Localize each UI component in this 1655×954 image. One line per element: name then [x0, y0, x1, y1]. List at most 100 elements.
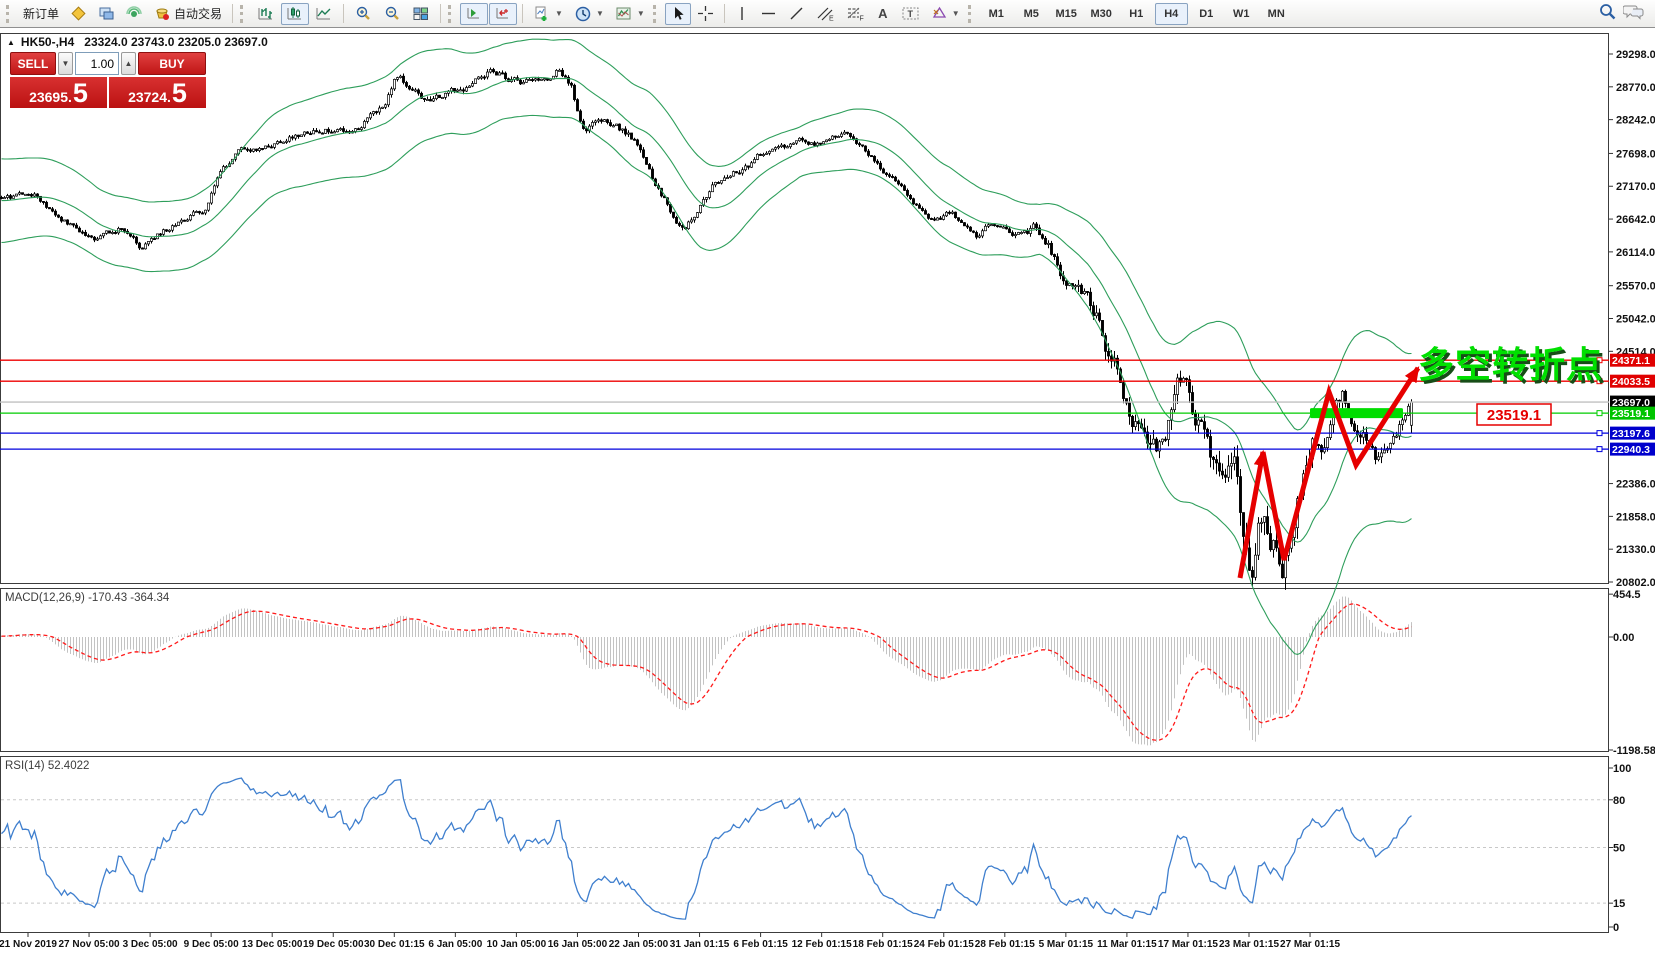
zoom-in-icon[interactable]: [349, 3, 377, 25]
svg-text:21 Nov 2019: 21 Nov 2019: [0, 939, 57, 950]
chevron-down-icon: ▼: [951, 9, 960, 18]
sell-price[interactable]: 23695. 5: [10, 77, 107, 108]
text-tool-icon[interactable]: A: [878, 6, 888, 21]
bollinger-upper: [1, 38, 1412, 431]
hline-handle: [1596, 378, 1603, 385]
svg-text:23519.1: 23519.1: [1612, 408, 1650, 420]
svg-text:23 Mar 01:15: 23 Mar 01:15: [1219, 939, 1279, 950]
toolbar: 新订单 自动交易 ▼ ▼ ▼ E F A T ▼ M: [0, 0, 1655, 28]
hline-handle: [1596, 357, 1603, 364]
trendline-tool-icon[interactable]: [783, 3, 810, 25]
channel-tool-icon[interactable]: E: [811, 3, 840, 25]
buy-price[interactable]: 23724. 5: [109, 77, 206, 108]
toolbar-grip[interactable]: [967, 4, 975, 23]
sell-price-small: 23695.: [29, 89, 72, 105]
tile-windows-icon[interactable]: [407, 3, 435, 25]
toolbar-grip[interactable]: [652, 4, 660, 23]
svg-text:22386.0: 22386.0: [1616, 479, 1655, 491]
timeframe-MN[interactable]: MN: [1267, 7, 1285, 20]
horizontal-lines[interactable]: [0, 357, 1609, 453]
rsi-label: RSI(14) 52.4022: [5, 760, 89, 772]
turning-point-text-shadow: 多空转折点: [1421, 347, 1606, 388]
timeframe-M15[interactable]: M15: [1055, 7, 1077, 20]
timeframe-H4[interactable]: H4: [1154, 2, 1188, 25]
hline-handle: [1596, 410, 1603, 417]
svg-text:3 Dec 05:00: 3 Dec 05:00: [123, 939, 178, 950]
price-chart-canvas[interactable]: 多空转折点多空转折点23519.129298.028770.028242.027…: [0, 29, 1655, 954]
svg-text:80: 80: [1613, 795, 1625, 807]
templates-button[interactable]: ▼: [610, 3, 650, 25]
bollinger-middle: [1, 76, 1412, 543]
timeframe-M1[interactable]: M1: [988, 7, 1004, 20]
new-order-button[interactable]: 新订单: [18, 3, 64, 25]
line-chart-mode-icon[interactable]: [310, 3, 338, 25]
bollinger-lower: [1, 114, 1412, 655]
chevron-down-icon: ▼: [61, 59, 70, 68]
svg-text:27 Mar 01:15: 27 Mar 01:15: [1280, 939, 1340, 950]
candlestick-mode-icon[interactable]: [281, 2, 310, 25]
toolbar-grip[interactable]: [6, 4, 13, 23]
chart-shift-icon[interactable]: [489, 2, 518, 25]
auto-trading-button[interactable]: 自动交易: [149, 3, 227, 25]
timeframe-H1[interactable]: H1: [1129, 7, 1144, 20]
text-label-tool-icon[interactable]: T: [896, 3, 925, 25]
cursor-tool-icon[interactable]: [664, 2, 691, 25]
svg-text:23197.6: 23197.6: [1612, 428, 1650, 440]
volume-decrease-button[interactable]: ▼: [58, 52, 73, 75]
buy-button[interactable]: BUY: [138, 52, 206, 75]
shapes-tool-button[interactable]: ▼: [926, 3, 965, 25]
macd-label: MACD(12,26,9) -170.43 -364.34: [5, 592, 170, 604]
svg-text:28242.0: 28242.0: [1616, 115, 1655, 127]
rsi-line: [1, 777, 1412, 920]
volume-increase-button[interactable]: ▲: [121, 52, 136, 75]
timeframe-W1[interactable]: W1: [1232, 7, 1250, 20]
price-tag-text: 23519.1: [1487, 407, 1541, 424]
template-icon: [616, 7, 631, 19]
crosshair-tool-icon[interactable]: [692, 3, 719, 25]
chevron-up-icon: ▲: [124, 59, 133, 68]
time-axis[interactable]: 21 Nov 2019 27 Nov 05:00 3 Dec 05:00 9 Dec …: [0, 933, 1341, 950]
chat-icon[interactable]: [1622, 2, 1645, 25]
buy-price-small: 23724.: [128, 89, 171, 105]
chevron-down-icon: ▼: [636, 9, 645, 18]
svg-text:T: T: [907, 9, 913, 19]
ohlc-values: 23324.0 23743.0 23205.0 23697.0: [84, 35, 268, 49]
horizontal-line-tool-icon[interactable]: [755, 3, 782, 25]
bar-chart-mode-icon[interactable]: [252, 3, 280, 25]
one-click-trading-panel: SELL ▼ ▲ BUY 23695. 5 23724. 5: [10, 52, 206, 108]
svg-text:17 Mar 01:15: 17 Mar 01:15: [1158, 939, 1218, 950]
periods-button[interactable]: ▼: [569, 3, 609, 25]
sell-button[interactable]: SELL: [10, 52, 56, 75]
add-indicator-button[interactable]: ▼: [528, 3, 568, 25]
data-window-icon[interactable]: [93, 3, 120, 25]
timeframe-D1[interactable]: D1: [1199, 7, 1214, 20]
svg-text:0: 0: [1613, 922, 1619, 934]
svg-text:30 Dec 01:15: 30 Dec 01:15: [364, 939, 425, 950]
rsi-panel: [1, 777, 1608, 920]
svg-text:F: F: [859, 16, 863, 23]
panel-frames: [0, 33, 1609, 933]
vertical-line-tool-icon[interactable]: [730, 3, 754, 25]
timeframe-M30[interactable]: M30: [1090, 7, 1112, 20]
strategy-tester-icon[interactable]: [121, 3, 148, 25]
zoom-out-icon[interactable]: [378, 3, 406, 25]
volume-input[interactable]: [75, 52, 119, 75]
fibonacci-tool-icon[interactable]: F: [841, 3, 870, 25]
timeframe-M5[interactable]: M5: [1023, 7, 1039, 20]
collapse-marker-icon[interactable]: ▲: [7, 37, 15, 47]
shapes-icon: [932, 6, 946, 18]
chart-title: ▲ HK50-,H4 23324.0 23743.0 23205.0 23697…: [7, 35, 268, 49]
svg-text:27 Nov 05:00: 27 Nov 05:00: [58, 939, 120, 950]
search-icon[interactable]: [1598, 2, 1617, 26]
market-watch-icon[interactable]: [65, 3, 92, 25]
toolbar-grip[interactable]: [240, 4, 247, 23]
symbol-period-label: HK50-,H4: [20, 35, 75, 49]
svg-text:31 Jan 01:15: 31 Jan 01:15: [670, 939, 730, 950]
price-axis[interactable]: 29298.0 28770.0 28242.0 27698.0 27170.0 26642…: [1609, 49, 1655, 934]
auto-scroll-icon[interactable]: [460, 2, 489, 25]
svg-text:5 Mar 01:15: 5 Mar 01:15: [1039, 939, 1094, 950]
svg-text:25570.0: 25570.0: [1616, 281, 1655, 293]
toolbar-grip[interactable]: [448, 4, 455, 23]
